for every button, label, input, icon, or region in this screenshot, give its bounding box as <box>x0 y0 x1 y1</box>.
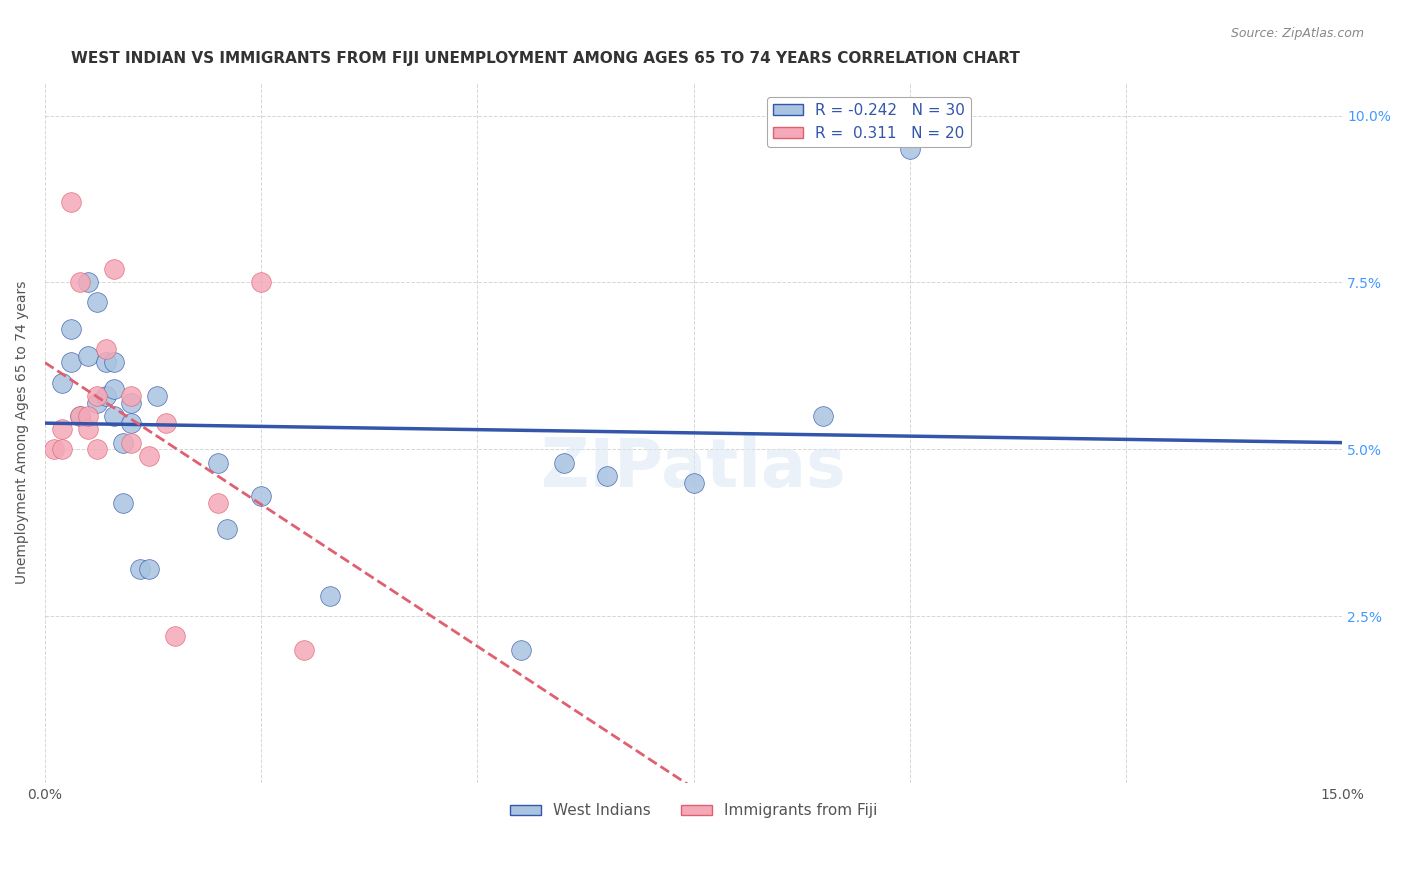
Point <box>120 416 142 430</box>
Point <box>103 262 125 277</box>
Point <box>94 342 117 356</box>
Point <box>86 395 108 409</box>
Point <box>111 435 134 450</box>
Point <box>250 489 273 503</box>
Point <box>813 409 835 423</box>
Point <box>77 276 100 290</box>
Point <box>86 442 108 457</box>
Point <box>103 355 125 369</box>
Point <box>898 142 921 156</box>
Legend: West Indians, Immigrants from Fiji: West Indians, Immigrants from Fiji <box>503 797 883 824</box>
Point <box>319 589 342 603</box>
Text: WEST INDIAN VS IMMIGRANTS FROM FIJI UNEMPLOYMENT AMONG AGES 65 TO 74 YEARS CORRE: WEST INDIAN VS IMMIGRANTS FROM FIJI UNEM… <box>70 51 1019 66</box>
Text: Source: ZipAtlas.com: Source: ZipAtlas.com <box>1230 27 1364 40</box>
Point <box>86 389 108 403</box>
Point <box>553 456 575 470</box>
Point <box>77 349 100 363</box>
Point <box>69 276 91 290</box>
Point <box>103 382 125 396</box>
Point <box>509 642 531 657</box>
Point <box>294 642 316 657</box>
Point <box>250 276 273 290</box>
Point <box>138 449 160 463</box>
Point <box>146 389 169 403</box>
Point <box>103 409 125 423</box>
Point <box>51 376 73 390</box>
Y-axis label: Unemployment Among Ages 65 to 74 years: Unemployment Among Ages 65 to 74 years <box>15 281 30 584</box>
Point <box>94 355 117 369</box>
Point <box>163 629 186 643</box>
Point <box>86 295 108 310</box>
Point <box>138 562 160 576</box>
Point <box>120 395 142 409</box>
Point <box>42 442 65 457</box>
Point <box>69 409 91 423</box>
Point <box>59 355 82 369</box>
Point <box>207 496 229 510</box>
Point <box>120 389 142 403</box>
Point <box>129 562 152 576</box>
Point <box>682 475 704 490</box>
Point <box>59 322 82 336</box>
Point <box>155 416 177 430</box>
Point <box>51 422 73 436</box>
Point <box>215 522 238 536</box>
Point <box>120 435 142 450</box>
Point <box>207 456 229 470</box>
Point <box>111 496 134 510</box>
Point <box>69 409 91 423</box>
Point <box>596 469 619 483</box>
Text: ZIPatlas: ZIPatlas <box>541 434 846 500</box>
Point <box>59 195 82 210</box>
Point <box>94 389 117 403</box>
Point <box>77 422 100 436</box>
Point <box>51 442 73 457</box>
Point <box>77 409 100 423</box>
